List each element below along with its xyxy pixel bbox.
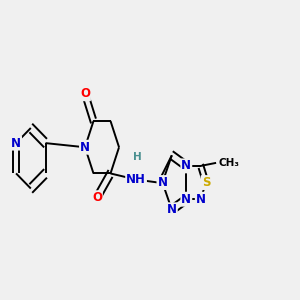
Text: O: O xyxy=(92,191,102,204)
Text: N: N xyxy=(181,193,191,206)
Text: H: H xyxy=(133,152,141,162)
Text: NH: NH xyxy=(126,173,146,186)
Text: N: N xyxy=(196,193,206,206)
Text: N: N xyxy=(181,159,191,172)
Text: N: N xyxy=(11,136,21,150)
Text: S: S xyxy=(202,176,210,189)
Text: O: O xyxy=(80,87,90,100)
Text: N: N xyxy=(80,141,90,154)
Text: CH₃: CH₃ xyxy=(219,158,240,168)
Text: N: N xyxy=(167,203,177,216)
Text: N: N xyxy=(158,176,167,189)
